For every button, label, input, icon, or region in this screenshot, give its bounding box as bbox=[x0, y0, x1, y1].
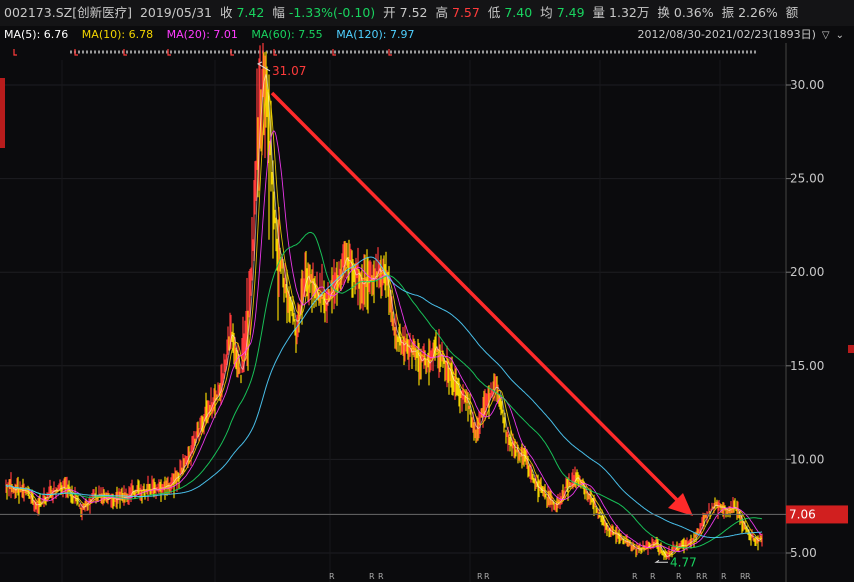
turnover-value: 0.36% bbox=[673, 5, 714, 20]
event-mark-red bbox=[123, 49, 127, 56]
kline-chart[interactable]: 31.074.77 30.0025.0020.0015.0010.005.00 … bbox=[0, 43, 854, 582]
rights-mark: R bbox=[369, 572, 375, 581]
rights-mark: R bbox=[696, 572, 702, 581]
y-tick-label: 30.00 bbox=[790, 78, 824, 92]
dropdown-triangle-icon[interactable]: ▽ bbox=[821, 30, 830, 41]
quote-date: 2019/05/31 bbox=[139, 5, 212, 20]
rights-mark: R bbox=[676, 572, 682, 581]
last-price-label: 7.06 bbox=[789, 507, 816, 521]
ma-legend-bar: MA(5): 6.76 MA(10): 6.78 MA(20): 7.01 MA… bbox=[0, 26, 854, 43]
trend-arrow bbox=[270, 91, 693, 516]
event-mark-red bbox=[167, 49, 171, 56]
date-range-text: 2012/08/30-2021/02/23(1893日) bbox=[637, 28, 816, 41]
price-series bbox=[5, 43, 763, 560]
y-tick-label: 25.00 bbox=[790, 172, 824, 186]
rights-mark: R bbox=[378, 572, 384, 581]
event-mark-red bbox=[388, 49, 392, 56]
high-annotation: 31.07 bbox=[272, 64, 306, 78]
quote-info-bar: 002173.SZ[创新医疗] 2019/05/31 收 7.42 幅 -1.33%… bbox=[0, 0, 854, 26]
ma5-label[interactable]: MA(5): 6.76 bbox=[4, 28, 69, 41]
trend-arrow-head bbox=[668, 493, 693, 516]
y-tick-label: 15.00 bbox=[790, 359, 824, 373]
ma10-label[interactable]: MA(10): 6.78 bbox=[81, 28, 154, 41]
ma20-label[interactable]: MA(20): 7.01 bbox=[166, 28, 238, 41]
left-edge-marker bbox=[0, 78, 5, 148]
open-label: 开 bbox=[383, 5, 396, 20]
event-marks-row bbox=[13, 49, 758, 56]
ma60-line bbox=[5, 231, 763, 549]
volume-value: 1.32万 bbox=[609, 5, 650, 20]
y-tick-label: 5.00 bbox=[790, 546, 817, 560]
y-tick-label: 10.00 bbox=[790, 452, 824, 466]
avg-value: 7.49 bbox=[556, 5, 585, 20]
ma20-line bbox=[5, 130, 763, 553]
event-mark-red bbox=[74, 49, 78, 56]
low-annotation: 4.77 bbox=[670, 555, 697, 569]
rights-mark: R bbox=[484, 572, 490, 581]
y-tick-label: 20.00 bbox=[790, 265, 824, 279]
amount-label: 额 bbox=[785, 5, 799, 20]
rights-mark: R bbox=[702, 572, 708, 581]
event-mark-red bbox=[273, 49, 277, 56]
annotations: 31.07 4.77 bbox=[256, 61, 697, 569]
rights-mark: R bbox=[740, 572, 746, 581]
low-label: 低 bbox=[487, 5, 501, 20]
change-label: 幅 bbox=[272, 5, 285, 20]
y-axis: 30.00 25.00 20.00 15.00 10.00 5.00 bbox=[786, 78, 824, 560]
last-price-box bbox=[786, 505, 848, 524]
rights-mark: R bbox=[329, 572, 335, 581]
stock-code[interactable]: 002173.SZ[创新医疗] bbox=[4, 5, 132, 20]
trend-arrow-line bbox=[270, 91, 691, 514]
last-price-marker: 7.06 bbox=[0, 505, 848, 524]
amplitude-label: 振 bbox=[721, 5, 735, 20]
avg-label: 均 bbox=[540, 5, 553, 20]
ma120-line bbox=[5, 256, 763, 539]
low-value: 7.40 bbox=[504, 5, 533, 20]
close-label: 收 bbox=[219, 5, 233, 20]
amplitude-value: 2.26% bbox=[738, 5, 778, 20]
rights-mark: R bbox=[721, 572, 727, 581]
open-value: 7.52 bbox=[399, 5, 428, 20]
event-mark-red bbox=[230, 49, 234, 56]
low-pointer bbox=[654, 559, 668, 563]
rights-mark: R bbox=[650, 572, 656, 581]
event-mark-red bbox=[13, 49, 17, 56]
volume-label: 量 bbox=[592, 5, 606, 20]
change-value: -1.33%(-0.10) bbox=[288, 5, 376, 20]
high-value: 7.57 bbox=[452, 5, 480, 20]
rights-mark: R bbox=[745, 572, 751, 581]
date-range[interactable]: 2012/08/30-2021/02/23(1893日) ▽ ⌄ bbox=[638, 26, 844, 43]
ma60-label[interactable]: MA(60): 7.55 bbox=[251, 28, 323, 41]
rights-mark: R bbox=[632, 572, 638, 581]
event-mark-red bbox=[332, 49, 336, 56]
ma120-label[interactable]: MA(120): 7.97 bbox=[336, 28, 415, 41]
high-label: 高 bbox=[435, 5, 448, 20]
turnover-label: 换 bbox=[657, 5, 670, 20]
close-value: 7.42 bbox=[236, 5, 265, 20]
rights-mark: R bbox=[477, 572, 483, 581]
collapse-chevron-icon[interactable]: ⌄ bbox=[835, 30, 844, 41]
right-edge-marker bbox=[848, 345, 854, 353]
high-pointer bbox=[256, 61, 271, 72]
